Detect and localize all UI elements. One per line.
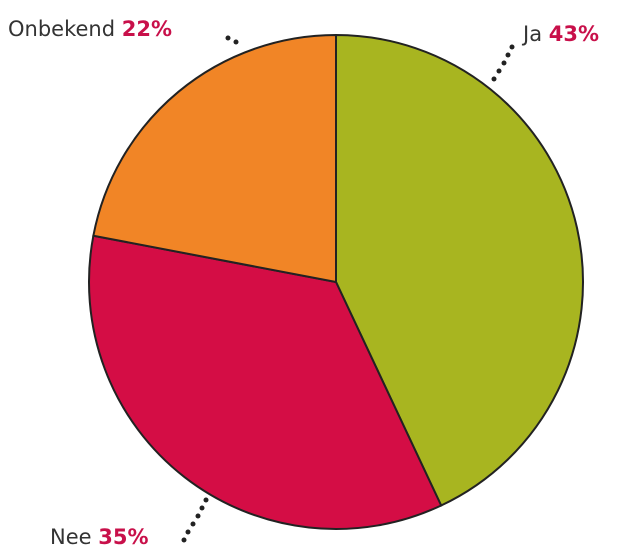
category-label: Onbekend <box>8 17 115 41</box>
slice-label: Nee 35% <box>50 525 149 549</box>
category-label: Ja <box>521 22 542 46</box>
leader-dot <box>505 52 511 58</box>
slice-label: Ja 43% <box>521 22 599 46</box>
value-label: 43% <box>549 22 599 46</box>
pie-slice <box>335 33 584 507</box>
leader-dot <box>496 68 502 74</box>
category-label: Nee <box>50 525 92 549</box>
value-label: 35% <box>98 525 148 549</box>
slice-label: Onbekend 22% <box>8 17 172 41</box>
leader-dots <box>181 35 515 543</box>
leader-dot <box>233 39 239 45</box>
leader-dot <box>225 35 231 41</box>
leader-dot <box>195 513 201 519</box>
value-label: 22% <box>122 17 172 41</box>
pie-slice <box>88 234 443 530</box>
leader-dot <box>491 76 497 82</box>
leader-dot <box>203 497 209 503</box>
leader-dot <box>181 537 187 543</box>
leader-dot <box>185 529 191 535</box>
leader-dot <box>190 521 196 527</box>
pie-slice <box>92 33 337 284</box>
leader-dot <box>509 44 515 50</box>
leader-dot <box>199 505 205 511</box>
leader-dot <box>501 60 507 66</box>
